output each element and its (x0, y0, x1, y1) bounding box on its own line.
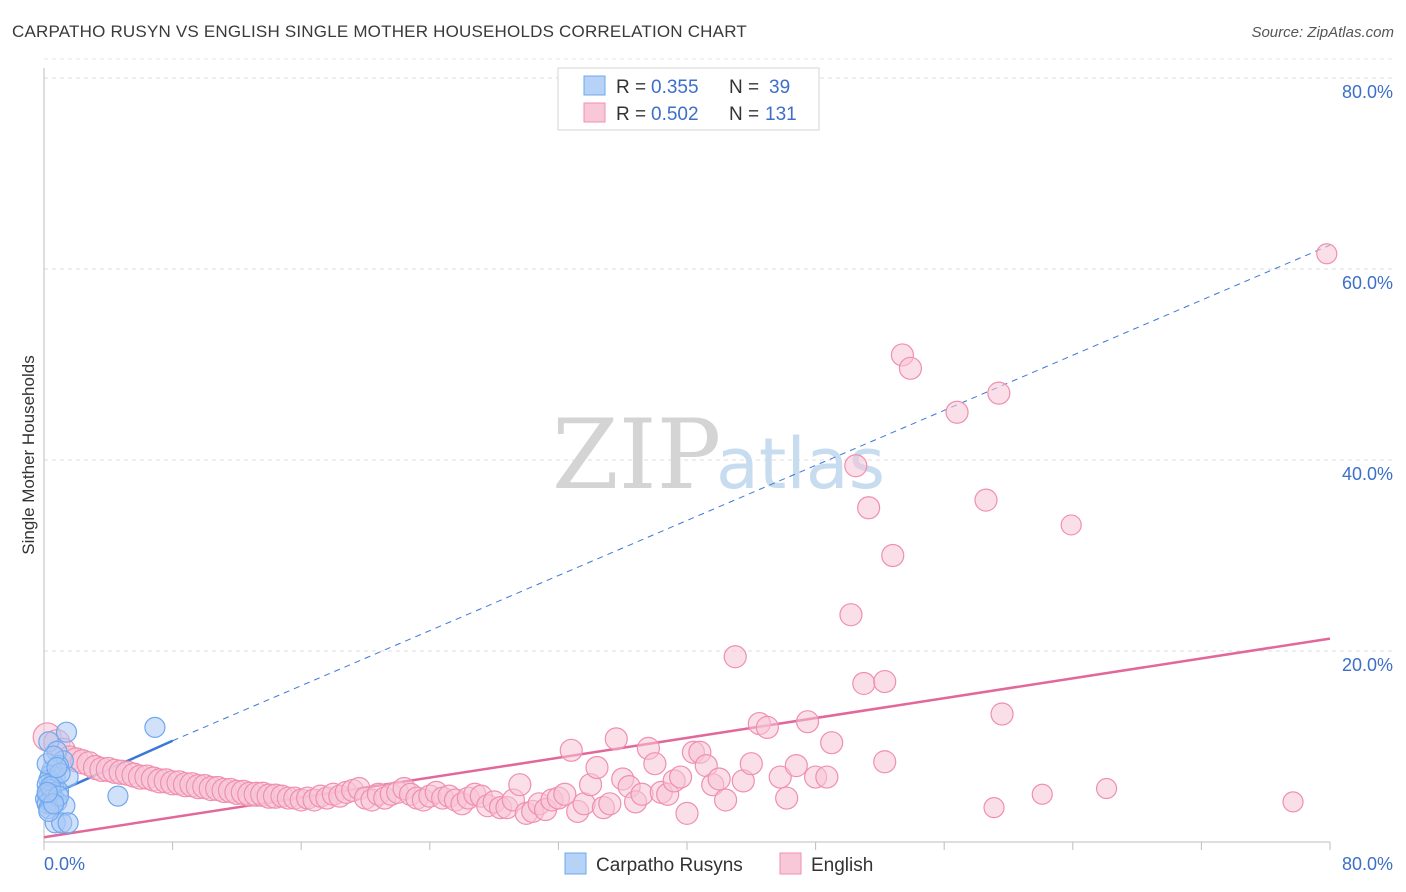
point-english-80 (553, 782, 577, 806)
point-english-114 (795, 710, 820, 734)
point-english-119 (839, 603, 863, 627)
point-english-99 (675, 801, 699, 825)
legend-r-value-carpatho: 0.355 (651, 77, 699, 98)
watermark-zip: ZIP (552, 399, 721, 511)
legend-n-label-english: N = (729, 104, 759, 125)
bottom-legend: Carpatho Rusyns English (564, 852, 873, 876)
point-english-116 (815, 765, 839, 789)
point-english-134 (1095, 777, 1118, 800)
y-tick-label-80: 80.0% (1342, 82, 1393, 102)
point-english-94 (643, 752, 667, 776)
point-english-108 (739, 752, 763, 776)
point-english-130 (990, 702, 1014, 726)
data-points (32, 243, 1338, 834)
legend-swatch-carpatho (583, 75, 606, 96)
point-english-87 (598, 792, 622, 816)
point-english-92 (630, 782, 654, 806)
point-english-120 (852, 671, 876, 696)
point-carpatho-38 (36, 781, 58, 803)
point-english-122 (857, 496, 881, 520)
y-tick-label-60: 60.0% (1342, 273, 1393, 293)
x-tick-label-min: 0.0% (44, 854, 85, 874)
point-english-88 (604, 727, 628, 751)
point-english-126 (898, 356, 923, 380)
legend-r-label-english: R = (616, 104, 646, 125)
point-english-124 (881, 543, 905, 568)
point-english-135 (1282, 791, 1304, 813)
point-english-136 (1316, 243, 1338, 265)
legend-n-value-carpatho: 39 (769, 77, 790, 98)
point-english-112 (775, 786, 799, 810)
bottom-legend-swatch-english (779, 852, 802, 875)
point-english-111 (768, 765, 792, 789)
x-tick-label-max: 80.0% (1342, 854, 1393, 874)
legend-n-label-carpatho: N = (729, 77, 759, 98)
point-english-129 (974, 488, 998, 512)
source-label: Source: ZipAtlas.com (1251, 24, 1394, 41)
point-english-110 (755, 715, 779, 740)
legend-box: R = 0.355 N = 39 R = 0.502 N = 131 (557, 67, 820, 131)
point-english-106 (723, 645, 747, 669)
point-english-123 (873, 669, 897, 694)
bottom-legend-label-english: English (811, 855, 873, 876)
point-english-104 (707, 767, 731, 791)
point-carpatho-37 (46, 756, 68, 779)
point-english-121 (873, 750, 897, 774)
bottom-legend-swatch-carpatho (564, 852, 587, 875)
chart-title: CARPATHO RUSYN VS ENGLISH SINGLE MOTHER … (12, 22, 747, 41)
legend-r-value-english: 0.502 (651, 104, 699, 125)
y-tick-label-40: 40.0% (1342, 464, 1393, 484)
point-carpatho-1 (55, 721, 78, 743)
point-english-73 (508, 773, 532, 797)
y-tick-label-20: 20.0% (1342, 655, 1393, 675)
point-english-81 (559, 738, 583, 762)
point-english-133 (1031, 783, 1053, 805)
y-axis-label: Single Mother Households (19, 355, 38, 554)
legend-n-value-english: 131 (765, 104, 797, 125)
x-ticks (43, 842, 1331, 850)
point-english-127 (945, 400, 969, 424)
legend-r-label-carpatho: R = (616, 77, 646, 98)
point-english-85 (585, 755, 609, 780)
point-english-117 (820, 731, 844, 755)
point-carpatho-27 (57, 812, 79, 834)
point-english-131 (1060, 514, 1082, 536)
bottom-legend-label-carpatho: Carpatho Rusyns (596, 855, 743, 876)
point-carpatho-36 (144, 716, 166, 739)
point-english-98 (668, 765, 693, 789)
point-english-132 (983, 797, 1005, 819)
point-carpatho-35 (107, 785, 129, 807)
point-english-128 (987, 381, 1011, 405)
point-english-113 (784, 753, 808, 778)
y-tick-labels: 20.0% 40.0% 60.0% 80.0% (1342, 82, 1393, 675)
trend-line-carpatho-dashed (172, 244, 1331, 742)
gridlines (44, 58, 1393, 652)
legend-swatch-english (583, 102, 606, 123)
point-english-105 (713, 788, 738, 812)
point-english-118 (844, 454, 868, 478)
